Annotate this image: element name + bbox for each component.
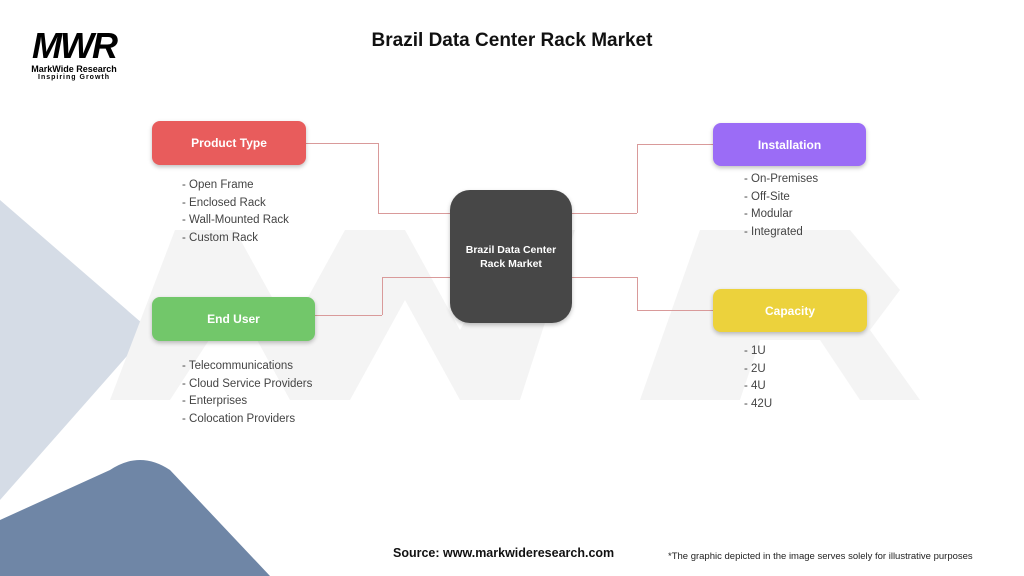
connector — [382, 277, 450, 278]
connector — [315, 315, 382, 316]
list-item: - Cloud Service Providers — [182, 377, 313, 390]
logo: MWR MarkWide Research Inspiring Growth — [31, 25, 118, 82]
connector — [572, 277, 637, 278]
connector — [637, 144, 638, 213]
list-item: - 4U — [744, 380, 766, 392]
list-item: - 1U — [744, 345, 766, 357]
category-end-user: End User — [152, 297, 315, 341]
list-item: - On-Premises — [744, 173, 819, 185]
list-item: - Custom Rack — [182, 231, 259, 244]
center-node: Brazil Data Center Rack Market — [450, 190, 572, 323]
connector — [382, 277, 383, 315]
list-item: - Open Frame — [182, 179, 254, 191]
connector — [637, 310, 713, 311]
source-text: Source: www.markwideresearch.com — [393, 546, 615, 560]
connector — [378, 143, 379, 213]
list-item: - Colocation Providers — [182, 412, 296, 425]
list-item: - 42U — [744, 397, 773, 410]
category-capacity: Capacity — [713, 289, 867, 332]
list-item: - Telecommunications — [182, 360, 294, 372]
list-item: - Wall-Mounted Rack — [182, 214, 289, 226]
category-product-type: Product Type — [152, 121, 306, 165]
list-item: - Off-Site — [744, 190, 790, 203]
list-item: - Integrated — [744, 225, 803, 238]
bg-triangle-light — [0, 200, 150, 500]
connector — [637, 144, 713, 145]
connector — [306, 143, 378, 144]
list-item: - Modular — [744, 208, 793, 220]
connector — [378, 213, 450, 214]
bg-shape-dark — [0, 460, 270, 576]
installation-list: - On-Premises - Off-Site - Modular - Int… — [744, 171, 818, 241]
disclaimer-text: *The graphic depicted in the image serve… — [668, 551, 973, 562]
connector — [637, 277, 638, 310]
list-item: - Enterprises — [182, 395, 248, 407]
page-title: Brazil Data Center Rack Market — [371, 30, 653, 51]
product-type-list: - Open Frame - Enclosed Rack - Wall-Moun… — [182, 177, 289, 247]
category-installation: Installation — [713, 123, 866, 166]
list-item: - 2U — [744, 362, 766, 375]
list-item: - Enclosed Rack — [182, 196, 266, 209]
connector — [572, 213, 637, 214]
capacity-list: - 1U - 2U - 4U - 42U — [744, 343, 772, 413]
end-user-list: - Telecommunications - Cloud Service Pro… — [182, 358, 312, 428]
